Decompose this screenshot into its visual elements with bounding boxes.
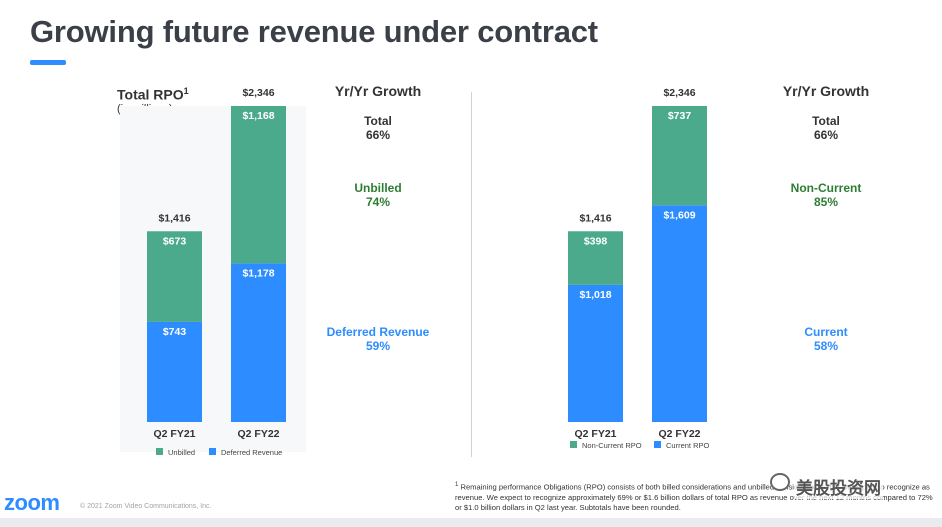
left-bar-label-1-1: $1,168 xyxy=(242,110,274,122)
left-growth-deferred: Deferred Revenue 59% xyxy=(298,325,458,353)
rpo-title: Total RPO1 xyxy=(117,86,189,103)
right-growth-total-value: 66% xyxy=(813,128,839,142)
right-total-label-1: $2,346 xyxy=(663,87,695,99)
right-bar-0-1 xyxy=(568,231,623,285)
left-total-label-1: $2,346 xyxy=(242,87,274,99)
left-bar-0-0 xyxy=(147,321,202,422)
left-growth-total: Total 66% xyxy=(298,114,458,142)
right-growth-current: Current 58% xyxy=(746,325,906,353)
left-category-label-1: Q2 FY22 xyxy=(237,428,279,440)
wechat-icon xyxy=(770,473,790,491)
right-growth-total-label: Total xyxy=(812,114,840,128)
left-growth-unbilled-label: Unbilled xyxy=(354,181,402,195)
footer-bar xyxy=(0,518,942,527)
left-total-label-0: $1,416 xyxy=(158,212,190,224)
right-bar-label-1-1: $737 xyxy=(668,110,692,122)
right-legend-label-0: Non-Current RPO xyxy=(582,441,642,450)
right-bar-0-0 xyxy=(568,284,623,422)
right-growth-noncurrent: Non-Current 85% xyxy=(746,181,906,209)
left-legend-swatch-1 xyxy=(209,448,216,455)
left-bar-1-1 xyxy=(231,106,286,264)
left-legend-label-1: Deferred Revenue xyxy=(221,448,282,457)
page-title: Growing future revenue under contract xyxy=(30,14,598,49)
right-legend-swatch-0 xyxy=(570,441,577,448)
right-bar-label-1-0: $1,609 xyxy=(663,209,695,221)
right-growth-noncurrent-label: Non-Current xyxy=(790,181,862,195)
left-growth-unbilled: Unbilled 74% xyxy=(298,181,458,209)
right-category-label-0: Q2 FY21 xyxy=(574,428,616,440)
right-growth-current-label: Current xyxy=(804,325,848,339)
left-category-label-0: Q2 FY21 xyxy=(153,428,195,440)
watermark: 美股投资网 xyxy=(794,474,883,499)
right-bar-label-0-0: $1,018 xyxy=(579,289,611,301)
footnote-text: Remaining performance Obligations (RPO) … xyxy=(455,482,933,512)
left-growth-header: Yr/Yr Growth xyxy=(334,83,422,99)
panel-divider xyxy=(471,92,472,457)
right-growth-total: Total 66% xyxy=(746,114,906,142)
rpo-footnote-marker: 1 xyxy=(183,86,189,96)
left-bar-label-0-0: $743 xyxy=(163,326,187,338)
left-legend-label-0: Unbilled xyxy=(168,448,195,457)
right-bar-label-0-1: $398 xyxy=(584,235,608,247)
copyright: © 2021 Zoom Video Communications, Inc. xyxy=(80,503,212,510)
left-bar-label-1-0: $1,178 xyxy=(242,267,274,279)
footnote-marker: 1 xyxy=(455,482,459,488)
left-growth-total-label: Total xyxy=(364,114,392,128)
left-bar-label-0-1: $673 xyxy=(163,235,187,247)
left-legend-swatch-0 xyxy=(156,448,163,455)
right-total-label-0: $1,416 xyxy=(579,212,611,224)
right-growth-header: Yr/Yr Growth xyxy=(782,83,870,99)
left-growth-total-value: 66% xyxy=(365,128,391,142)
left-growth-unbilled-value: 74% xyxy=(365,195,391,209)
right-growth-current-value: 58% xyxy=(813,339,839,353)
left-growth-deferred-label: Deferred Revenue xyxy=(326,325,430,339)
right-growth-noncurrent-value: 85% xyxy=(813,195,839,209)
zoom-logo: zoom xyxy=(4,490,60,515)
title-accent-bar xyxy=(30,60,66,65)
footnote: 1 Remaining performance Obligations (RPO… xyxy=(455,480,935,513)
right-bar-1-1 xyxy=(652,106,707,206)
rpo-title-text: Total RPO xyxy=(117,86,184,103)
left-bar-1-0 xyxy=(231,263,286,422)
left-bar-0-1 xyxy=(147,231,202,322)
right-legend-label-1: Current RPO xyxy=(666,441,710,450)
right-bar-1-0 xyxy=(652,205,707,422)
right-category-label-1: Q2 FY22 xyxy=(658,428,700,440)
right-legend-swatch-1 xyxy=(654,441,661,448)
left-growth-deferred-value: 59% xyxy=(365,339,391,353)
